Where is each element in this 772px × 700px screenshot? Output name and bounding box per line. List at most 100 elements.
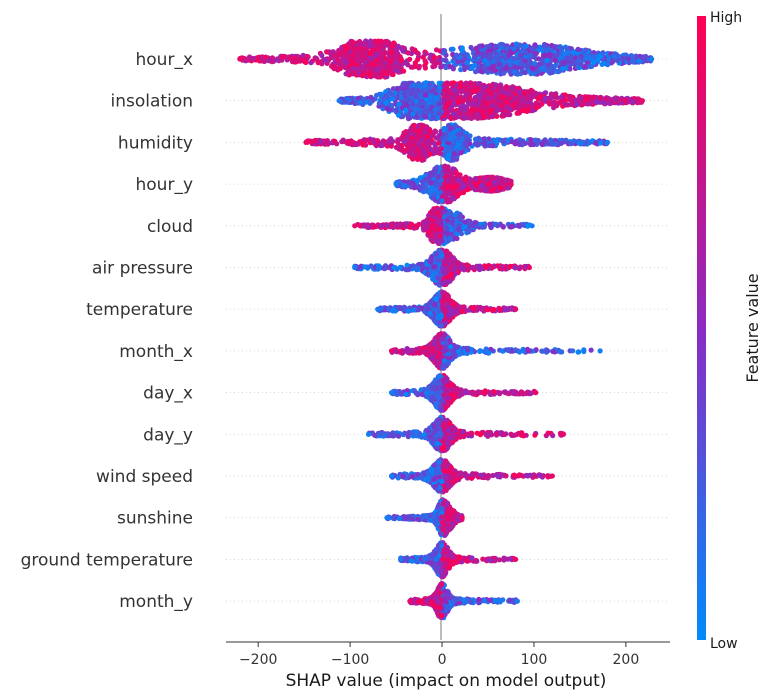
shap-point xyxy=(511,46,517,52)
shap-point xyxy=(605,62,611,68)
shap-point xyxy=(439,198,445,204)
shap-point xyxy=(424,133,431,140)
shap-point xyxy=(514,71,521,77)
shap-point xyxy=(250,55,257,62)
shap-point xyxy=(597,140,604,146)
shap-point xyxy=(517,137,523,143)
shap-point xyxy=(446,99,452,106)
shap-point xyxy=(488,107,494,114)
shap-point xyxy=(436,101,443,107)
beeswarm-points xyxy=(237,38,655,621)
shap-point xyxy=(395,112,402,118)
shap-point xyxy=(393,68,399,74)
shap-point xyxy=(541,43,548,49)
shap-point xyxy=(389,49,395,56)
shap-point xyxy=(592,140,599,146)
shap-point xyxy=(468,44,474,51)
shap-point xyxy=(531,65,537,71)
shap-point xyxy=(433,172,439,178)
shap-point xyxy=(587,55,593,61)
shap-point xyxy=(461,56,467,62)
shap-point xyxy=(517,61,523,67)
shap-point xyxy=(532,61,538,67)
shap-point xyxy=(443,57,449,63)
shap-point-extreme xyxy=(336,98,342,104)
shap-point xyxy=(546,99,552,105)
shap-point xyxy=(578,100,585,106)
shap-point xyxy=(381,69,387,75)
shap-point xyxy=(558,45,565,51)
shap-point xyxy=(495,55,501,61)
shap-point xyxy=(444,199,451,205)
shap-point xyxy=(514,110,520,116)
shap-point xyxy=(423,92,429,98)
shap-point xyxy=(459,45,465,51)
shap-point xyxy=(472,136,479,142)
shap-point xyxy=(494,175,500,181)
shap-point xyxy=(559,94,565,100)
shap-point xyxy=(315,60,321,66)
shap-point xyxy=(612,96,618,103)
shap-point xyxy=(317,138,324,144)
shap-point xyxy=(367,100,373,106)
shap-point xyxy=(603,97,609,103)
shap-point xyxy=(473,87,479,93)
shap-point xyxy=(620,55,626,61)
shap-point xyxy=(489,103,495,109)
shap-point xyxy=(530,89,536,95)
shap-point xyxy=(507,62,513,68)
shap-point xyxy=(384,106,390,112)
shap-point xyxy=(388,143,394,149)
shap-point xyxy=(553,62,559,68)
shap-point xyxy=(359,41,365,48)
shap-point xyxy=(534,139,541,145)
shap-point xyxy=(435,115,441,121)
shap-point xyxy=(458,150,464,156)
shap-point xyxy=(571,138,577,144)
shap-point xyxy=(522,63,528,69)
shap-point xyxy=(440,135,446,141)
shap-point xyxy=(383,60,389,66)
shap-point xyxy=(512,87,519,93)
shap-point xyxy=(406,97,412,103)
shap-point xyxy=(536,61,542,67)
shap-point xyxy=(372,66,378,72)
shap-point xyxy=(419,183,425,189)
shap-point xyxy=(479,182,485,188)
shap-point xyxy=(335,51,341,57)
shap-point xyxy=(469,183,475,189)
shap-point xyxy=(547,68,553,74)
shap-point xyxy=(487,83,493,89)
shap-point xyxy=(413,83,419,89)
shap-point xyxy=(448,179,454,185)
shap-point xyxy=(412,106,418,113)
shap-point xyxy=(383,100,389,106)
shap-point xyxy=(462,142,468,148)
shap-point xyxy=(455,99,461,105)
shap-point xyxy=(495,101,501,107)
shap-point xyxy=(449,80,455,86)
shap-point xyxy=(443,173,449,179)
shap-point xyxy=(552,43,558,50)
shap-point xyxy=(434,96,440,102)
shap-point xyxy=(560,65,566,71)
shap-point xyxy=(504,99,510,105)
shap-point xyxy=(573,97,579,103)
shap-point xyxy=(358,65,364,71)
shap-point xyxy=(445,145,451,151)
shap-point xyxy=(578,95,584,101)
shap-point xyxy=(450,155,456,161)
shap-point xyxy=(526,53,533,59)
shap-point xyxy=(436,58,443,64)
shap-point xyxy=(505,137,511,143)
shap-point xyxy=(324,138,330,144)
shap-point xyxy=(436,80,442,86)
shap-point xyxy=(567,66,573,72)
shap-point xyxy=(441,50,447,56)
shap-point xyxy=(456,131,463,137)
shap-point xyxy=(427,129,433,135)
shap-point xyxy=(422,63,428,69)
shap-point xyxy=(428,180,434,186)
shap-point xyxy=(591,94,597,100)
shap-point xyxy=(321,56,327,63)
